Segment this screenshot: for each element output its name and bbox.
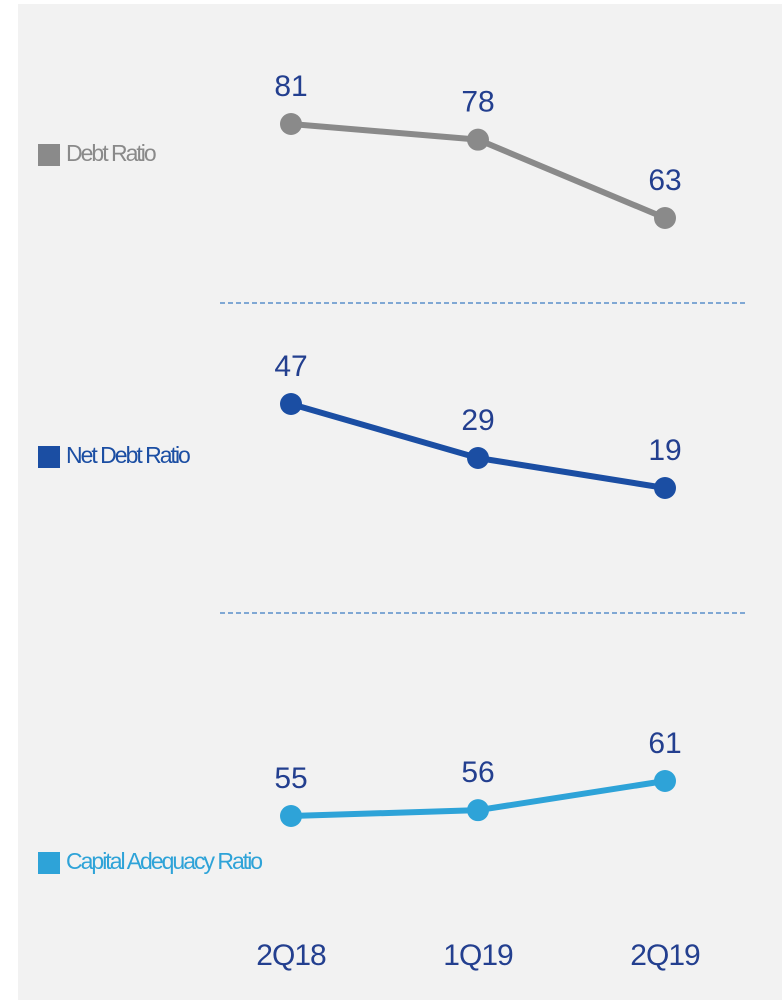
data-label: 55 [274,762,307,795]
legend-label: Capital Adequacy Ratio [66,848,262,874]
data-point [654,477,676,499]
data-label: 61 [648,727,681,760]
data-label: 29 [461,404,494,437]
legend-label: Net Debt Ratio [66,442,190,468]
legend-swatch [38,852,60,874]
data-label: 81 [274,70,307,103]
data-point [280,113,302,135]
x-tick-label: 2Q18 [256,939,326,972]
data-label: 47 [274,350,307,383]
data-label: 63 [648,164,681,197]
legend-label: Debt Ratio [66,140,156,166]
data-point [654,770,676,792]
x-tick-label: 2Q19 [630,939,700,972]
data-label: 78 [461,86,494,119]
x-tick-label: 1Q19 [443,939,513,972]
data-point [467,128,489,151]
data-point [280,393,302,415]
legend-swatch [38,446,60,468]
data-label: 19 [648,434,681,467]
panel-background [18,4,782,1000]
data-label: 56 [461,756,494,789]
data-point [467,447,489,469]
data-point [654,207,676,229]
legend-swatch [38,144,60,166]
data-point [467,799,489,822]
data-point [280,805,302,827]
